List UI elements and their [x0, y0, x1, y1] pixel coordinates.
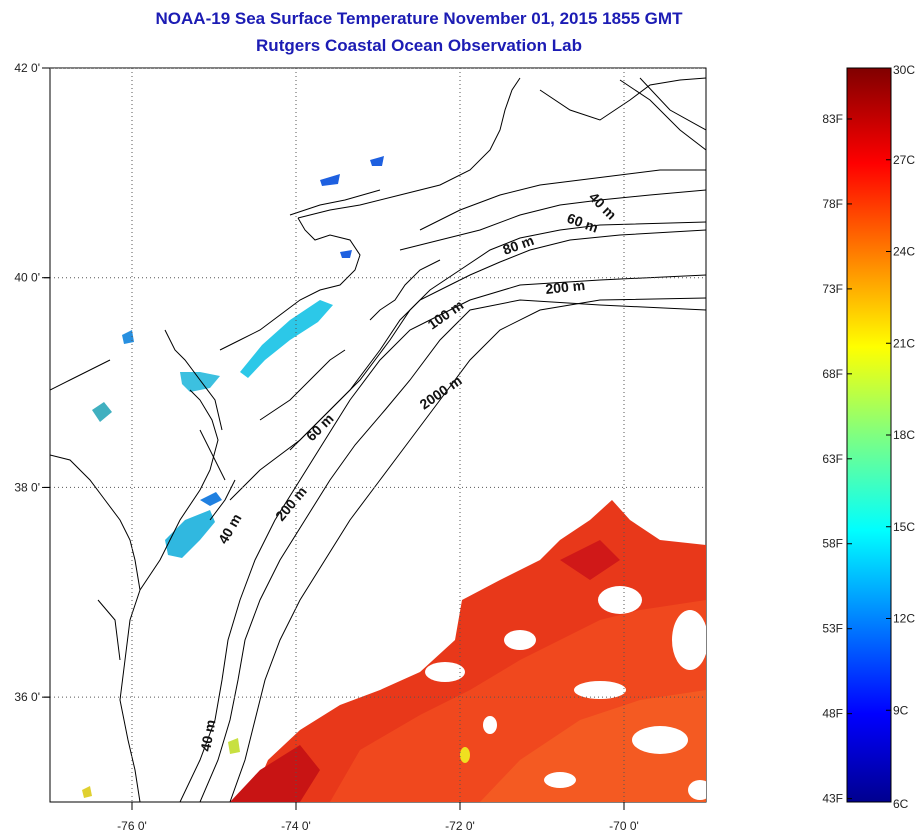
lon-tick-label: -70 0': [609, 819, 639, 832]
map-title: NOAA-19 Sea Surface Temperature November…: [155, 9, 683, 28]
depth-label: 40 m: [197, 718, 218, 752]
latitude-labels: 42 0' 40 0' 38 0' 36 0': [14, 61, 40, 704]
isobaths: [179, 77, 706, 802]
coastline: [50, 77, 706, 802]
colorbar-fahrenheit-label: 63F: [822, 452, 843, 466]
colorbar-celsius-label: 30C: [893, 63, 915, 77]
colorbar-celsius-label: 24C: [893, 245, 915, 259]
colorbar-celsius-label: 21C: [893, 336, 915, 350]
colorbar-fahrenheit-label: 53F: [822, 622, 843, 636]
colorbar-fahrenheit-label: 43F: [822, 792, 843, 806]
map-content: 40 m 60 m 80 m 200 m 100 m 2000 m 60 m 2…: [50, 68, 706, 802]
colorbar-fahrenheit-label: 48F: [822, 707, 843, 721]
colorbar-fahrenheit-label: 73F: [822, 282, 843, 296]
map-ticks: [42, 67, 625, 810]
sst-warm-region: [230, 500, 706, 802]
longitude-labels: -76 0' -74 0' -72 0' -70 0': [117, 819, 639, 832]
colorbar-fahrenheit-label: 68F: [822, 367, 843, 381]
colorbar-labels: 30C 27C 24C 21C 18C 15C 12C 9C 6C 83F 78F 73F 68F 63F…: [822, 63, 915, 811]
colorbar-celsius-label: 18C: [893, 428, 915, 442]
lat-tick-label: 42 0': [14, 61, 40, 75]
colorbar-celsius-label: 15C: [893, 520, 915, 534]
lon-tick-label: -74 0': [281, 819, 311, 832]
lon-tick-label: -76 0': [117, 819, 147, 832]
colorbar-celsius-label: 9C: [893, 703, 909, 717]
map-subtitle: Rutgers Coastal Ocean Observation Lab: [256, 36, 582, 55]
colorbar-fahrenheit-label: 83F: [822, 112, 843, 126]
colorbar-fahrenheit-label: 78F: [822, 197, 843, 211]
lat-tick-label: 36 0': [14, 690, 40, 704]
lat-tick-label: 40 0': [14, 271, 40, 285]
colorbar-fahrenheit-label: 58F: [822, 537, 843, 551]
colorbar-ticks: [847, 67, 891, 803]
sst-cool-patches: [82, 156, 384, 798]
lon-tick-label: -72 0': [445, 819, 475, 832]
graticule: [50, 68, 706, 802]
colorbar-celsius-label: 27C: [893, 153, 915, 167]
colorbar: [846, 67, 892, 803]
lat-tick-label: 38 0': [14, 480, 40, 494]
depth-label: 200 m: [545, 277, 586, 297]
colorbar-celsius-label: 12C: [893, 612, 915, 626]
colorbar-celsius-label: 6C: [893, 797, 909, 811]
